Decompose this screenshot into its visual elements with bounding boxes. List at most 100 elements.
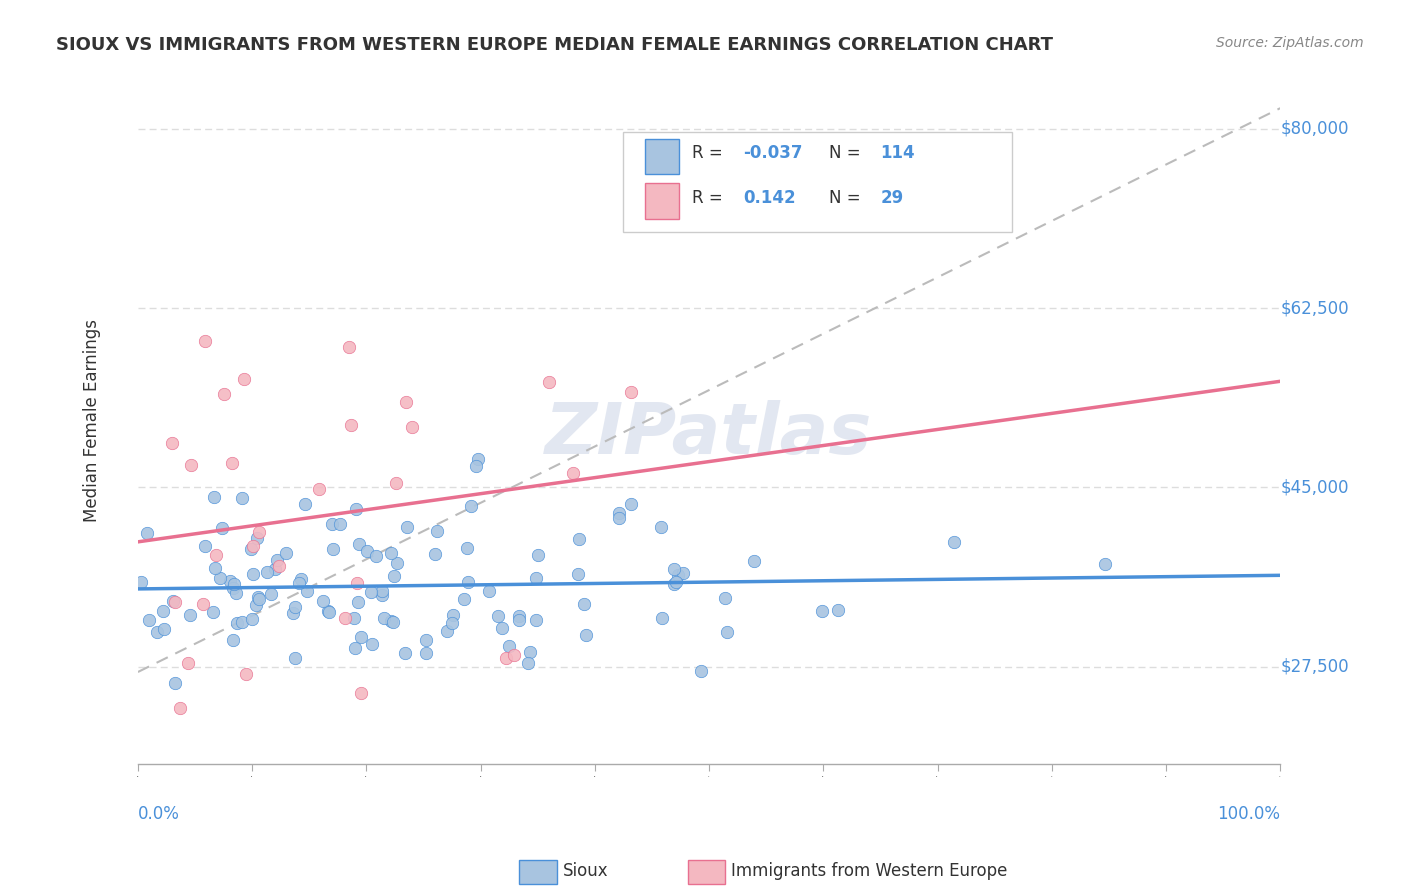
Point (380, 614, 402, 628)
Text: N =: N = (830, 144, 866, 162)
Point (371, 583, 394, 598)
Point (226, 615, 249, 630)
FancyBboxPatch shape (645, 183, 679, 219)
Point (193, 598, 215, 612)
Point (347, 537, 370, 551)
Text: -0.037: -0.037 (744, 144, 803, 162)
Point (194, 539, 217, 553)
Point (179, 607, 201, 622)
Point (274, 546, 297, 560)
Point (340, 417, 363, 432)
Point (231, 491, 253, 506)
Point (221, 456, 243, 470)
Point (491, 621, 513, 635)
Point (131, 575, 153, 590)
Text: N =: N = (830, 188, 866, 207)
Point (607, 506, 630, 520)
Point (222, 581, 245, 595)
Point (176, 656, 198, 670)
Point (165, 595, 187, 609)
Point (716, 624, 738, 639)
Text: 0.0%: 0.0% (138, 805, 180, 823)
Text: $80,000: $80,000 (1281, 120, 1348, 137)
Point (498, 640, 520, 654)
Point (316, 604, 339, 618)
Point (394, 646, 416, 660)
Point (343, 640, 366, 655)
Point (441, 608, 464, 623)
Point (163, 676, 186, 690)
Point (344, 502, 367, 516)
Point (620, 385, 643, 400)
Text: $45,000: $45,000 (1281, 478, 1348, 497)
Point (651, 610, 673, 624)
Point (281, 606, 304, 620)
Point (486, 609, 509, 624)
Point (245, 599, 267, 613)
Point (264, 562, 287, 576)
Point (356, 544, 378, 558)
Point (162, 593, 184, 607)
Text: ZIPatlas: ZIPatlas (546, 401, 873, 469)
Point (650, 520, 672, 534)
Point (436, 624, 458, 639)
Point (218, 574, 240, 589)
Point (239, 542, 262, 557)
Point (665, 574, 688, 589)
Point (308, 483, 330, 497)
Point (240, 612, 263, 626)
Point (620, 497, 643, 511)
Point (350, 686, 373, 700)
Point (440, 615, 463, 630)
Point (517, 657, 540, 671)
Point (395, 395, 418, 409)
Point (231, 615, 253, 629)
Point (827, 603, 849, 617)
Point (135, 526, 157, 541)
Point (247, 525, 270, 540)
Point (350, 630, 373, 644)
Point (337, 340, 360, 354)
Point (360, 637, 382, 651)
Point (214, 387, 236, 401)
Point (321, 517, 343, 532)
Point (382, 615, 405, 629)
Point (312, 594, 335, 608)
Point (568, 532, 591, 546)
Point (329, 517, 352, 532)
Point (235, 666, 257, 681)
Point (208, 571, 231, 585)
Point (294, 497, 316, 511)
Point (561, 466, 583, 480)
Point (467, 451, 489, 466)
Point (225, 586, 247, 600)
Point (366, 549, 388, 563)
Point (538, 375, 561, 389)
Point (260, 587, 283, 601)
Point (202, 605, 225, 619)
Point (508, 613, 530, 627)
Point (322, 541, 344, 556)
Point (1094, 558, 1116, 572)
Point (457, 575, 479, 590)
Point (295, 583, 318, 598)
Point (346, 575, 368, 590)
Point (194, 334, 217, 348)
Point (810, 604, 832, 618)
Point (242, 539, 264, 553)
Point (609, 511, 631, 525)
FancyBboxPatch shape (623, 132, 1012, 232)
Point (456, 541, 478, 555)
Point (453, 591, 475, 606)
Point (401, 420, 423, 434)
Point (382, 569, 405, 583)
Point (222, 577, 245, 591)
Text: 114: 114 (880, 144, 915, 162)
Point (666, 567, 689, 582)
Point (380, 545, 402, 559)
Point (426, 524, 449, 538)
Point (160, 435, 183, 450)
Text: Sioux: Sioux (562, 862, 607, 880)
FancyBboxPatch shape (645, 138, 679, 174)
Point (318, 605, 340, 619)
